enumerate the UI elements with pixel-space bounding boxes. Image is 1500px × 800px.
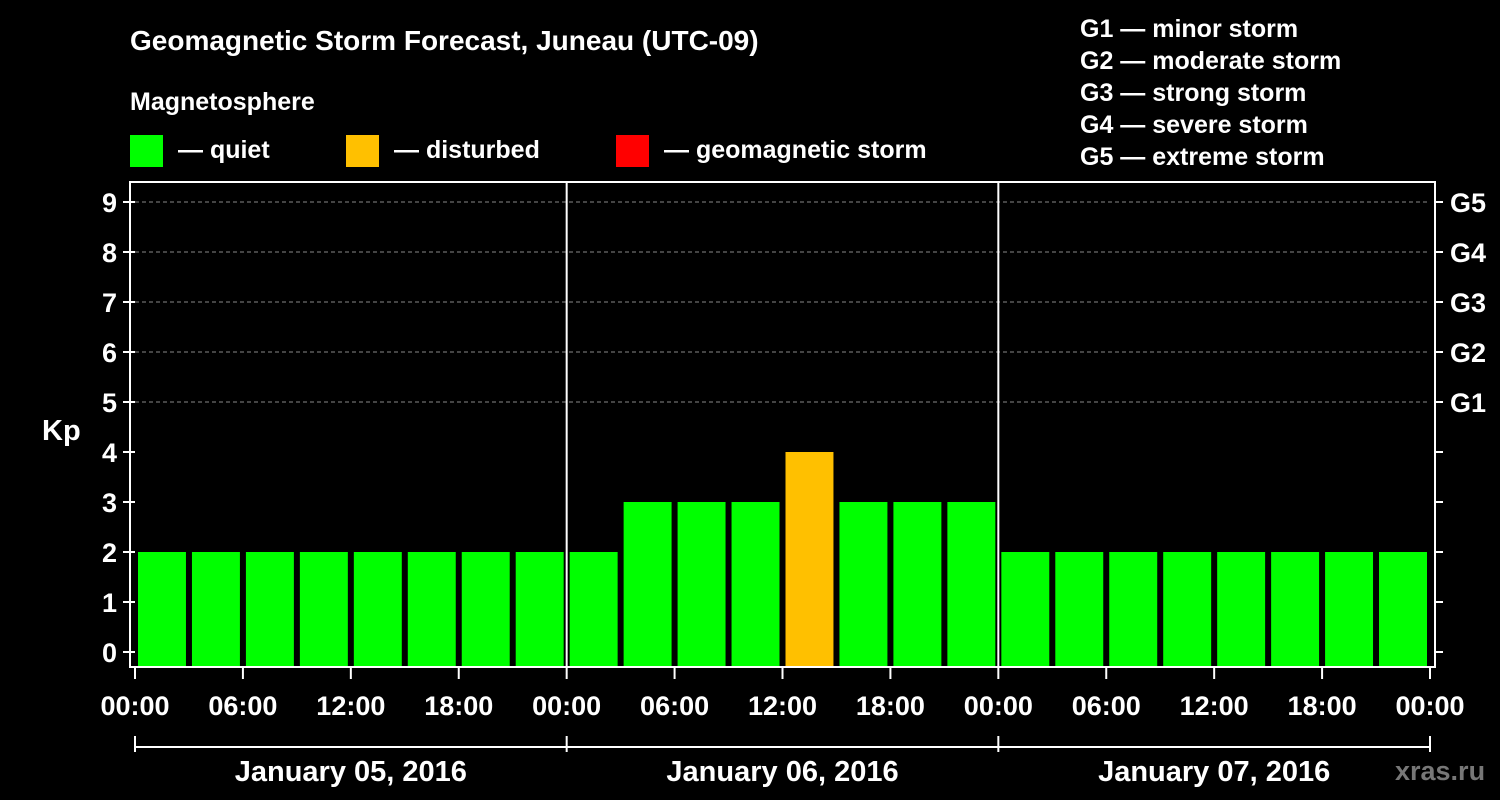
bars: [138, 452, 1427, 667]
bar-4: [353, 552, 402, 667]
bar-10: [677, 502, 726, 667]
x-tick-label-1: 06:00: [208, 691, 277, 721]
storm-scale-g2: G2 — moderate storm: [1080, 47, 1341, 75]
bar-17: [1055, 552, 1104, 667]
x-tick-label-10: 12:00: [1180, 691, 1249, 721]
y-tick-label-0: 0: [102, 638, 117, 668]
bar-19: [1163, 552, 1212, 667]
bar-13: [839, 502, 888, 667]
bar-14: [893, 502, 942, 667]
bar-18: [1109, 552, 1158, 667]
y-tick-label-5: 5: [102, 388, 117, 418]
y-axis-label: Kp: [42, 415, 81, 447]
legend-label-storm: — geomagnetic storm: [664, 136, 927, 164]
bar-22: [1325, 552, 1374, 667]
y-tick-label-4: 4: [102, 438, 117, 468]
storm-scale-g4: G4 — severe storm: [1080, 111, 1308, 139]
x-tick-label-9: 06:00: [1072, 691, 1141, 721]
bar-0: [138, 552, 186, 667]
g-label-G4: G4: [1450, 238, 1486, 268]
bar-9: [623, 502, 672, 667]
y-tick-label-6: 6: [102, 338, 117, 368]
legend-swatch-storm: [616, 135, 649, 167]
chart-title: Geomagnetic Storm Forecast, Juneau (UTC-…: [130, 25, 759, 56]
storm-scale-g5: G5 — extreme storm: [1080, 143, 1325, 171]
legend-label-disturbed: — disturbed: [394, 136, 540, 164]
bar-21: [1271, 552, 1320, 667]
storm-scale-g1: G1 — minor storm: [1080, 15, 1298, 43]
bar-7: [515, 552, 564, 667]
g-label-G2: G2: [1450, 338, 1486, 368]
bar-20: [1217, 552, 1266, 667]
legend-swatch-disturbed: [346, 135, 379, 167]
day-label-1: January 06, 2016: [666, 756, 898, 788]
storm-scale-g3: G3 — strong storm: [1080, 79, 1306, 107]
g-label-G5: G5: [1450, 188, 1486, 218]
bar-3: [299, 552, 348, 667]
x-tick-label-8: 00:00: [964, 691, 1033, 721]
y-tick-label-7: 7: [102, 288, 117, 318]
bar-15: [947, 502, 996, 667]
grid-lines: [135, 201, 1430, 403]
g-label-G1: G1: [1450, 388, 1486, 418]
x-tick-label-2: 12:00: [316, 691, 385, 721]
bar-16: [1001, 552, 1050, 667]
bar-1: [191, 552, 240, 667]
x-tick-label-7: 18:00: [856, 691, 925, 721]
y-tick-label-3: 3: [102, 488, 117, 518]
legend-label-quiet: — quiet: [178, 136, 270, 164]
x-tick-label-12: 00:00: [1395, 691, 1464, 721]
y-tick-label-1: 1: [102, 588, 117, 618]
legend-swatch-quiet: [130, 135, 163, 167]
bar-2: [245, 552, 294, 667]
bar-6: [461, 552, 510, 667]
x-tick-label-4: 00:00: [532, 691, 601, 721]
y-tick-label-8: 8: [102, 238, 117, 268]
bar-11: [731, 502, 780, 667]
x-tick-label-5: 06:00: [640, 691, 709, 721]
bar-5: [407, 552, 456, 667]
x-tick-label-6: 12:00: [748, 691, 817, 721]
y-tick-label-2: 2: [102, 538, 117, 568]
axes: 0 1 2 3 4 5 6 7 8 9 G1 G2 G3 G4 G5 00:00 06:00 12:00 18:00…: [100, 188, 1486, 788]
day-label-0: January 05, 2016: [235, 756, 467, 788]
watermark: xras.ru: [1395, 756, 1485, 786]
y-tick-label-9: 9: [102, 188, 117, 218]
g-label-G3: G3: [1450, 288, 1486, 318]
legend-heading: Magnetosphere: [130, 88, 315, 116]
day-label-2: January 07, 2016: [1098, 756, 1330, 788]
x-tick-label-3: 18:00: [424, 691, 493, 721]
bar-23: [1379, 552, 1427, 667]
bar-8: [569, 552, 618, 667]
x-tick-label-0: 00:00: [100, 691, 169, 721]
x-tick-label-11: 18:00: [1288, 691, 1357, 721]
bar-12: [785, 452, 834, 667]
